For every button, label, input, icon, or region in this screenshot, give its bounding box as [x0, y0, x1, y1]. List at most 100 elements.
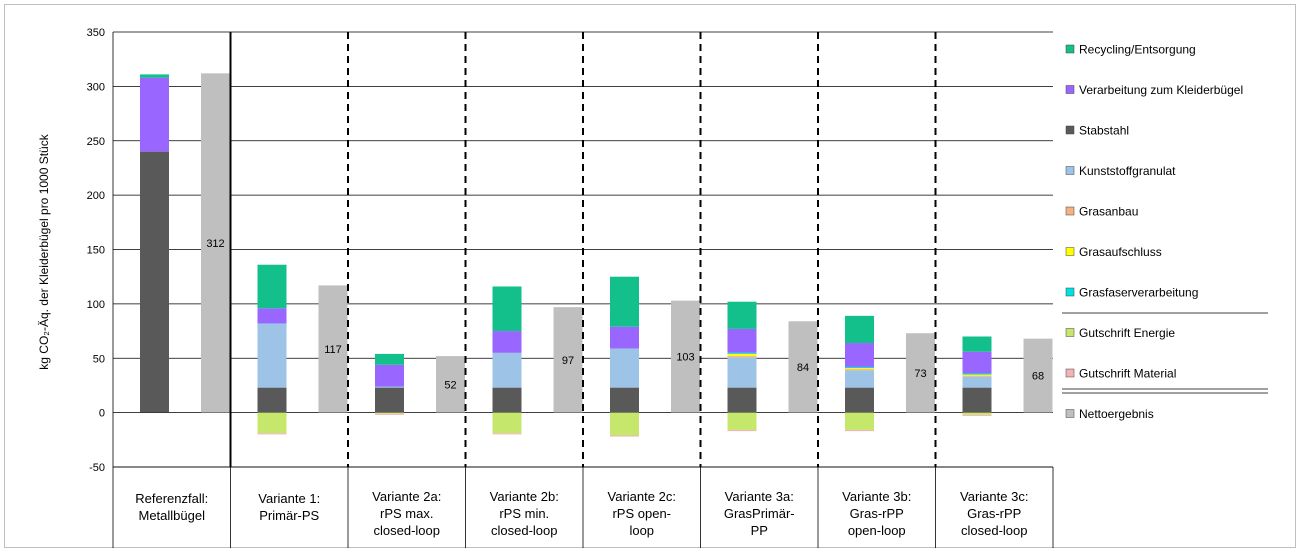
bar-segment: [257, 387, 287, 413]
x-tick-label: Variante 2c: rPS open-loop: [608, 489, 676, 538]
legend-label: Kunststoffgranulat: [1079, 164, 1176, 178]
bar-segment: [727, 301, 757, 329]
net-value-label: 312: [206, 238, 224, 250]
bar-segment: [727, 328, 757, 353]
legend-swatch: [1065, 85, 1075, 94]
y-tick-label: 150: [87, 245, 105, 257]
net-value-label: 117: [324, 344, 342, 356]
credit-segment: [845, 430, 874, 432]
credit-segment: [962, 414, 992, 416]
bar-segment: [140, 74, 169, 78]
credit-segment: [727, 430, 757, 432]
legend-label: Grasfaserverarbeitung: [1079, 286, 1198, 300]
y-tick-label: 350: [87, 27, 105, 39]
legend-swatch: [1065, 44, 1075, 54]
bar-segment: [257, 264, 287, 309]
net-bar: [788, 321, 818, 413]
credit-segment: [727, 412, 757, 431]
legend-swatch: [1065, 125, 1075, 135]
bar-segment: [727, 353, 757, 357]
net-value-label: 103: [676, 352, 694, 364]
bar-segment: [610, 276, 639, 327]
bar-segment: [845, 369, 874, 371]
legend-label: Gutschrift Material: [1079, 367, 1176, 381]
bar-segment: [492, 352, 522, 388]
bars: 312 117 52 97 103 84 73 68: [140, 73, 1053, 437]
y-tick-label: 50: [93, 353, 105, 365]
x-tick-label: Variante 2b: rPS min. closed-loop: [490, 489, 559, 538]
y-tick-label: 200: [87, 190, 105, 202]
legend-label: Stabstahl: [1079, 124, 1129, 138]
bar-segment: [375, 364, 404, 387]
bar-segment: [962, 374, 992, 376]
credit-segment: [492, 433, 522, 435]
bar-segment: [610, 387, 639, 413]
bar-segment: [375, 353, 404, 365]
chart-frame: [4, 4, 1296, 548]
legend-swatch: [1065, 287, 1075, 297]
y-tick-label: 300: [87, 81, 105, 93]
bar-segment: [610, 348, 639, 388]
bar-segment: [845, 315, 874, 344]
net-bar: [906, 333, 935, 413]
bar-segment: [727, 357, 757, 388]
bar-segment: [375, 386, 404, 388]
net-bar: [1023, 338, 1053, 413]
y-tick-label: 0: [99, 408, 105, 420]
credit-segment: [257, 433, 287, 435]
legend-swatch: [1065, 368, 1075, 378]
net-value-label: 97: [562, 355, 574, 367]
bar-segment: [962, 375, 992, 377]
y-tick-label: -50: [89, 462, 105, 474]
legend-label: Gutschrift Energie: [1079, 326, 1175, 340]
bar-segment: [845, 370, 874, 388]
legend-label: Recycling/Entsorgung: [1079, 43, 1196, 57]
credit-segment: [257, 412, 287, 434]
bar-segment: [140, 77, 169, 152]
category-dividers: [229, 32, 937, 467]
net-bar: [318, 285, 348, 413]
bar-segment: [492, 387, 522, 413]
credit-segment: [845, 412, 874, 431]
credit-segment: [610, 435, 639, 437]
net-value-label: 68: [1032, 371, 1044, 383]
bar-segment: [257, 308, 287, 324]
legend-swatch: [1065, 166, 1075, 175]
credit-segment: [610, 412, 639, 436]
y-axis-label: kg CO₂-Äq. der Kleiderbügel pro 1000 Stü…: [37, 133, 51, 369]
credit-segment: [375, 412, 404, 414]
bar-segment: [492, 331, 522, 353]
x-tick-label: Referenzfall: Metallbügel: [135, 491, 208, 523]
x-tick-label: Variante 1: Primär-PS: [258, 491, 320, 523]
bar-segment: [610, 326, 639, 349]
bar-segment: [962, 387, 992, 413]
bar-segment: [140, 151, 169, 413]
net-bar: [436, 356, 465, 413]
bar-segment: [257, 323, 287, 388]
bar-segment: [727, 356, 757, 358]
bar-segment: [492, 286, 522, 332]
net-value-label: 73: [914, 368, 926, 380]
legend-swatch: [1065, 328, 1075, 337]
bar-segment: [845, 343, 874, 367]
net-value-label: 84: [797, 362, 809, 374]
legend-swatch: [1065, 247, 1075, 256]
legend-swatch: [1065, 206, 1075, 216]
net-bar: [201, 73, 230, 413]
net-bar: [671, 300, 700, 413]
legend-swatch: [1065, 409, 1075, 418]
legend-label: Grasanbau: [1079, 205, 1138, 219]
y-tick-label: 250: [87, 136, 105, 148]
net-bar: [553, 307, 583, 413]
credit-segment: [962, 412, 992, 415]
y-tick-label: 100: [87, 299, 105, 311]
bar-segment: [962, 351, 992, 374]
x-tick-label: Variante 3c: Gras-rPP closed-loop: [960, 489, 1028, 538]
x-tick-label: Variante 3a: GrasPrimär-PP: [724, 489, 795, 538]
net-value-label: 52: [444, 379, 456, 391]
legend-label: Verarbeitung zum Kleiderbügel: [1079, 83, 1243, 97]
bar-segment: [845, 368, 874, 370]
bar-segment: [962, 373, 992, 375]
bar-segment: [727, 387, 757, 413]
